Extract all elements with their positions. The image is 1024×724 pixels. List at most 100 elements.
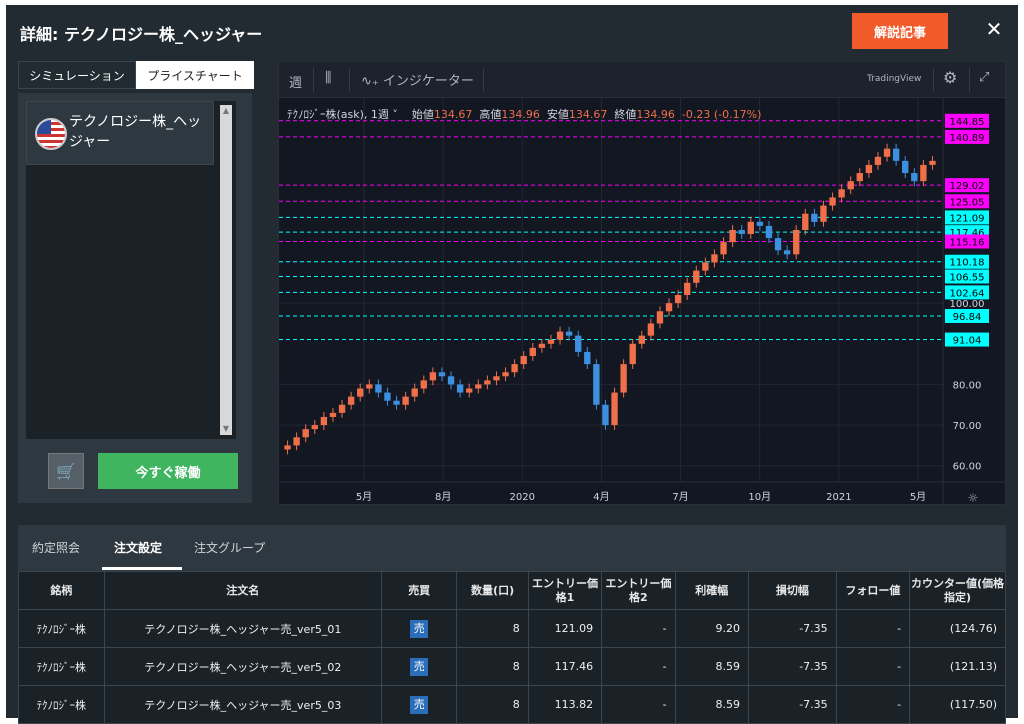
article-button[interactable]: 解説記事 — [852, 13, 948, 49]
cell-side: 売 — [380, 685, 458, 724]
candle-body — [511, 364, 518, 373]
candle-body — [520, 355, 527, 365]
price-line-label: 125.05 — [950, 197, 985, 208]
candle-body — [693, 270, 700, 283]
col-take-profit: 利確幅 — [674, 571, 749, 610]
x-tick-label: 8月 — [435, 491, 451, 503]
scroll-up-icon[interactable]: ▲ — [222, 106, 230, 115]
interval-button[interactable]: 週 — [289, 76, 303, 91]
indicator-icon: ∿₊ — [361, 74, 383, 89]
candle-body — [647, 323, 655, 336]
legend-high-label: 高値 — [479, 108, 502, 121]
gear-icon[interactable]: ⚙ — [943, 68, 958, 87]
cell-tp: 9.20 — [674, 609, 749, 648]
cell-tp: 8.59 — [674, 685, 749, 724]
candle-body — [684, 282, 691, 295]
tab-simulation[interactable]: シミュレーション — [18, 61, 136, 89]
cell-name: テクノロジー株_ヘッジャー売_ver5_03 — [103, 685, 382, 724]
candle-body — [438, 372, 446, 377]
tab-order-group[interactable]: 注文グループ — [194, 541, 266, 555]
candle-body — [747, 221, 754, 235]
cell-symbol: ﾃｸﾉﾛｼﾞｰ株 — [18, 609, 105, 648]
legend-low: 134.67 — [568, 108, 608, 121]
legend-open: 134.67 — [433, 108, 473, 121]
order-table: 銘柄 注文名 売買 数量(口) エントリー価格1 エントリー価格2 利確幅 損切… — [18, 571, 1006, 724]
col-entry2: エントリー価格2 — [601, 571, 676, 610]
axis-settings-icon[interactable]: ☼ — [968, 491, 979, 504]
price-line-label: 115.16 — [950, 238, 985, 249]
tab-execution-history[interactable]: 約定照会 — [32, 541, 81, 555]
candle-body — [311, 425, 318, 430]
price-line-label: 121.09 — [950, 213, 985, 224]
col-follow: フォロー値 — [835, 571, 911, 610]
y-tick-label: 60.00 — [953, 462, 982, 473]
table-row[interactable]: ﾃｸﾉﾛｼﾞｰ株 テクノロジー株_ヘッジャー売_ver5_01 売 8 121.09-9… — [18, 609, 1006, 648]
strategy-item[interactable]: テクノロジー株_ヘッジャー — [26, 101, 214, 165]
scroll-down-icon[interactable]: ▼ — [222, 424, 230, 433]
candle-type-icon[interactable]: ⫼ — [325, 70, 332, 86]
price-line-tag — [945, 210, 989, 225]
sell-badge: 売 — [410, 657, 429, 676]
candle-body — [793, 229, 800, 255]
candle-body — [656, 311, 664, 324]
sell-badge: 売 — [410, 695, 429, 714]
candle-body — [674, 295, 682, 304]
cart-icon[interactable]: 🛒 — [48, 453, 84, 489]
indicator-button[interactable]: ∿₊ インジケーター — [361, 70, 474, 89]
price-line-tag — [945, 234, 989, 249]
candle-body — [402, 396, 409, 405]
candle-body — [475, 384, 482, 389]
candle-body — [929, 160, 936, 165]
strategy-list: テクノロジー株_ヘッジャー ▲ ▼ — [26, 101, 236, 439]
col-quantity: 数量(口) — [456, 571, 529, 610]
candle-body — [575, 335, 582, 352]
tab-order-settings[interactable]: 注文設定 — [114, 541, 163, 555]
candle-body — [920, 164, 927, 182]
y-tick-label: 100.00 — [950, 299, 985, 310]
price-line-label: 96.84 — [953, 312, 982, 323]
legend-open-label: 始値 — [411, 108, 434, 121]
candle-body — [447, 376, 455, 385]
candle-body — [738, 229, 745, 235]
candle-body — [293, 437, 300, 446]
run-now-button[interactable]: 今すぐ稼働 — [98, 453, 238, 489]
price-line-label: 129.02 — [950, 181, 985, 192]
modal-title: 詳細: テクノロジー株_ヘッジャー — [20, 25, 263, 44]
left-panel: テクノロジー株_ヘッジャー ▲ ▼ 🛒 今すぐ稼働 — [18, 93, 252, 503]
chart-plot[interactable]: 60.00 70.00 80.00 100.00 5月 8月 2020 4月 7月 10月 2021… — [279, 98, 1005, 504]
candle-body — [629, 343, 636, 365]
candle-body — [584, 351, 591, 365]
table-row[interactable]: ﾃｸﾉﾛｼﾞｰ株 テクノロジー株_ヘッジャー売_ver5_03 売 8 113.82-8… — [18, 685, 1006, 724]
candle-body — [829, 197, 836, 206]
candle-body — [466, 388, 473, 393]
cell-counter: (121.13) — [909, 647, 1006, 686]
cell-name: テクノロジー株_ヘッジャー売_ver5_01 — [103, 609, 382, 648]
close-icon[interactable]: ✕ — [985, 17, 1003, 41]
candle-body — [302, 429, 309, 438]
active-tab-indicator — [102, 567, 182, 570]
candle-body — [284, 445, 291, 450]
table-row[interactable]: ﾃｸﾉﾛｼﾞｰ株 テクノロジー株_ヘッジャー売_ver5_02 売 8 117.46-8… — [18, 647, 1006, 686]
tab-price-chart[interactable]: プライスチャート — [136, 61, 254, 89]
cell-symbol: ﾃｸﾉﾛｼﾞｰ株 — [18, 685, 105, 724]
price-line-label: 106.55 — [950, 273, 985, 284]
candle-body — [702, 262, 709, 271]
candle-body — [366, 384, 373, 389]
cell-counter: (124.76) — [909, 609, 1006, 648]
fullscreen-icon[interactable]: ⤢ — [979, 70, 990, 85]
cell-entry2: - — [601, 685, 676, 724]
candle-body — [665, 303, 673, 312]
x-tick-label: 7月 — [672, 491, 688, 503]
cell-follow: - — [835, 609, 911, 648]
legend-symbol[interactable]: ﾃｸﾉﾛｼﾞｰ株(ask), 1週 ˅ — [287, 108, 398, 121]
table-header-row: 銘柄 注文名 売買 数量(口) エントリー価格1 エントリー価格2 利確幅 損切… — [18, 571, 1006, 610]
legend-low-label: 安値 — [546, 108, 569, 121]
price-line-tag — [945, 285, 989, 300]
us-flag-icon — [35, 118, 67, 150]
candle-body — [811, 213, 818, 222]
price-line-tag — [945, 178, 989, 193]
candle-body — [420, 380, 427, 389]
cell-entry1: 117.46 — [527, 647, 603, 686]
bottom-tabs: 約定照会 注文設定 注文グループ — [18, 525, 1006, 571]
list-scrollbar[interactable]: ▲ ▼ — [220, 105, 232, 435]
